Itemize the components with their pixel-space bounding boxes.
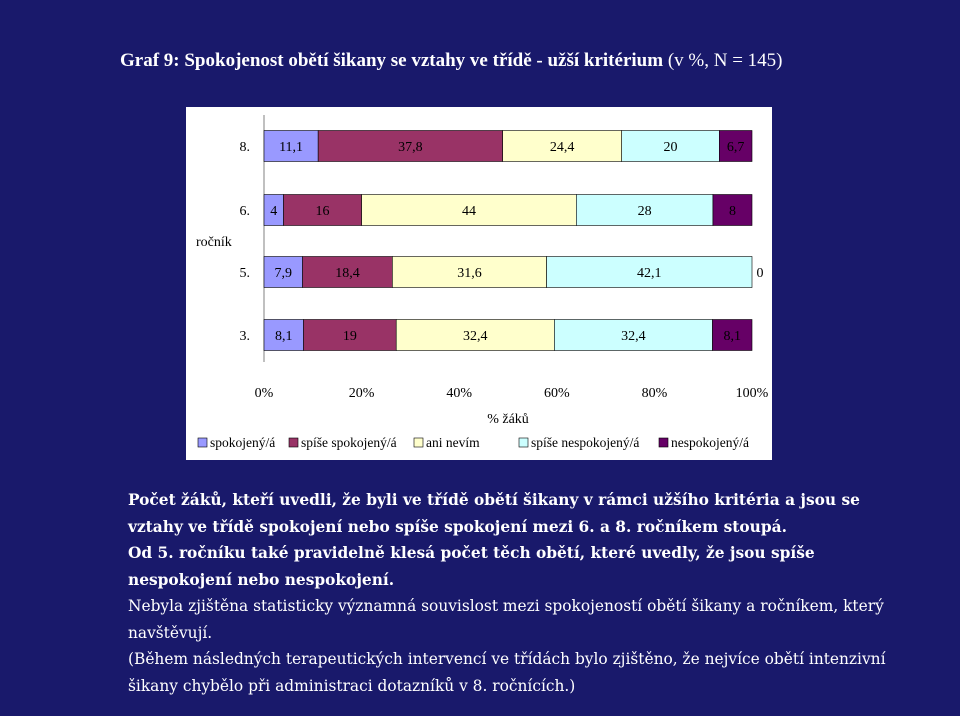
y-axis-title: ročník xyxy=(196,235,232,250)
legend-label: ani nevím xyxy=(426,435,480,450)
bar-segment xyxy=(283,194,362,226)
data-label: 11,1 xyxy=(279,140,303,155)
legend-swatch xyxy=(658,437,669,448)
data-label: 7,9 xyxy=(275,266,293,281)
bar-segment xyxy=(712,319,753,351)
legend-label: spíše nespokojený/á xyxy=(531,435,639,450)
data-label: 37,8 xyxy=(398,140,423,155)
bar-segment xyxy=(392,256,547,288)
bar-segment xyxy=(263,256,303,288)
data-label: 0 xyxy=(757,266,764,281)
bar-segment xyxy=(263,319,304,351)
paragraph-3: Nebyla zjištěna statisticky významná sou… xyxy=(128,597,884,642)
legend-swatch xyxy=(197,437,208,448)
x-axis-title: % žáků xyxy=(487,412,529,427)
x-tick-label: 40% xyxy=(446,386,472,401)
legend-label: spíše spokojený/á xyxy=(301,435,397,450)
legend-swatch xyxy=(518,437,529,448)
paragraph-1: Počet žáků, kteří uvedli, že byli ve tří… xyxy=(128,491,860,536)
legend-swatch xyxy=(413,437,424,448)
data-label: 32,4 xyxy=(621,329,646,344)
data-label: 8 xyxy=(729,204,736,219)
page-title: Graf 9: Spokojenost obětí šikany se vzta… xyxy=(120,50,782,72)
bar-segment xyxy=(302,256,393,288)
stacked-bar-chart: 11,1 37,8 24,4 20 6,7 8. 4 16 44 28 8 6. 7,9 18,4 31,6… xyxy=(196,115,769,450)
legend-label: nespokojený/á xyxy=(671,435,749,450)
data-label: 19 xyxy=(343,329,357,344)
bar-segment xyxy=(546,256,753,288)
paragraph-4: (Během následných terapeutických interve… xyxy=(128,650,886,695)
paragraph-2: Od 5. ročníku také pravidelně klesá poče… xyxy=(128,544,815,589)
x-tick-label: 0% xyxy=(255,386,274,401)
data-label: 24,4 xyxy=(550,140,575,155)
data-label: 42,1 xyxy=(637,266,662,281)
data-label: 44 xyxy=(462,204,476,219)
legend-label: spokojený/á xyxy=(210,435,275,450)
x-tick-label: 60% xyxy=(544,386,570,401)
category-label: 3. xyxy=(240,329,251,344)
bar-segment xyxy=(317,130,503,162)
data-label: 31,6 xyxy=(457,266,482,281)
x-tick-label: 20% xyxy=(349,386,375,401)
data-label: 18,4 xyxy=(335,266,360,281)
x-tick-label: 100% xyxy=(736,386,769,401)
bar-segment xyxy=(395,319,555,351)
category-label: 6. xyxy=(240,204,251,219)
description-text: Počet žáků, kteří uvedli, že byli ve tří… xyxy=(100,487,900,699)
data-label: 8,1 xyxy=(723,329,741,344)
title-main: Graf 9: Spokojenost obětí šikany se vzta… xyxy=(120,50,664,71)
bar-segment xyxy=(502,130,623,162)
bar-segment xyxy=(712,194,753,226)
category-label: 8. xyxy=(240,140,251,155)
title-suffix: (v %, N = 145) xyxy=(663,50,783,71)
legend-swatch xyxy=(288,437,299,448)
data-label: 32,4 xyxy=(463,329,488,344)
category-label: 5. xyxy=(240,266,251,281)
data-label: 16 xyxy=(316,204,330,219)
bar-segment xyxy=(719,130,753,162)
data-label: 4 xyxy=(270,204,277,219)
data-label: 20 xyxy=(664,140,678,155)
chart-panel: 11,1 37,8 24,4 20 6,7 8. 4 16 44 28 8 6. 7,9 18,4 31,6… xyxy=(186,107,772,460)
data-label: 28 xyxy=(638,204,652,219)
x-tick-label: 80% xyxy=(642,386,668,401)
data-label: 8,1 xyxy=(275,329,293,344)
data-label: 6,7 xyxy=(727,140,745,155)
